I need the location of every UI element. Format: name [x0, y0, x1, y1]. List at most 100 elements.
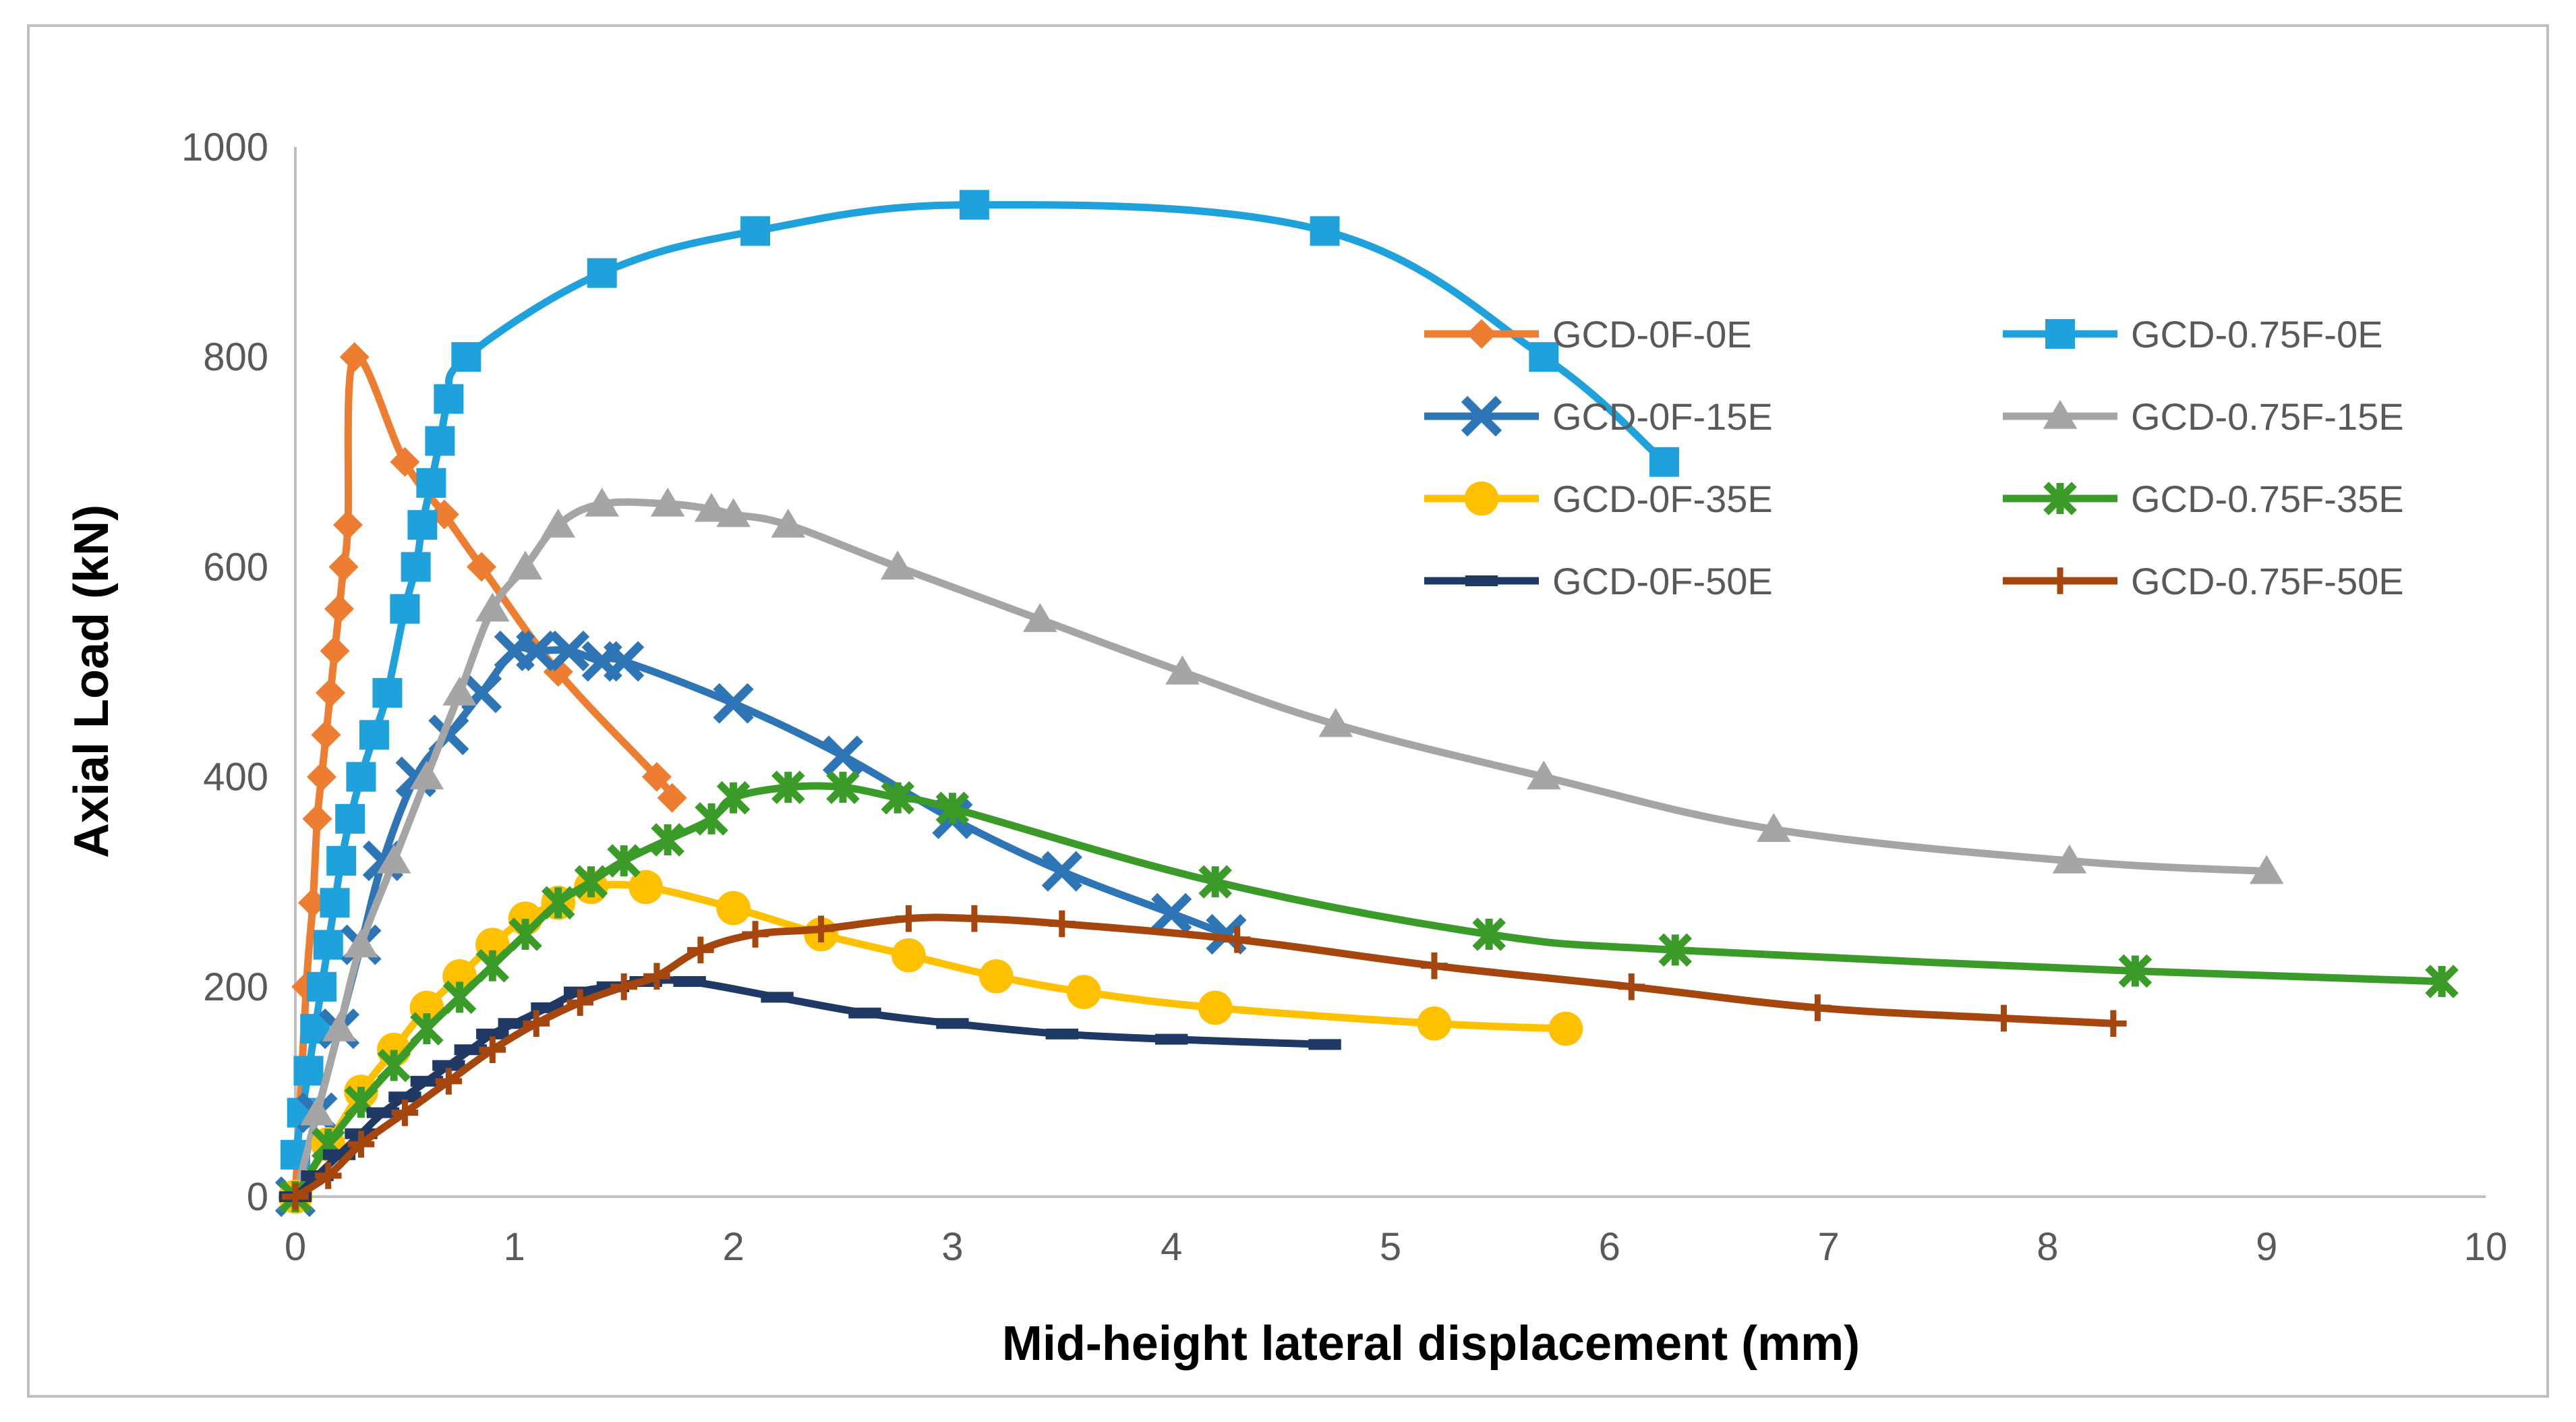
data-point — [2100, 1010, 2127, 1037]
data-point — [451, 342, 481, 372]
data-point — [390, 594, 420, 624]
data-point — [761, 992, 794, 1003]
data-point — [409, 760, 444, 790]
data-point — [1041, 851, 1082, 892]
legend-label: GCD-0.75F-15E — [2131, 395, 2404, 438]
y-tick-label: 0 — [247, 1175, 268, 1219]
data-point — [1757, 813, 1791, 843]
data-point — [523, 1010, 550, 1037]
axes: 0 200 400 600 800 1000 0 1 2 3 4 5 6 7 8 9 10 — [181, 125, 2507, 1269]
data-point — [372, 678, 403, 708]
y-tick-label: 200 — [203, 965, 268, 1009]
data-point — [432, 1060, 465, 1071]
legend-item: GCD-0F-0E — [1424, 313, 1752, 356]
data-point — [359, 720, 389, 750]
series-line — [293, 913, 2114, 1200]
data-point — [880, 550, 915, 580]
data-point — [1804, 994, 1832, 1021]
legend-item: GCD-0.75F-15E — [2003, 395, 2404, 438]
data-point — [442, 676, 477, 706]
data-point — [807, 915, 835, 943]
data-point — [1527, 760, 1561, 790]
data-point — [332, 510, 363, 540]
data-point — [1198, 990, 1233, 1025]
data-point — [628, 870, 663, 905]
legend-label: GCD-0F-15E — [1552, 395, 1773, 438]
legend-label: GCD-0.75F-50E — [2131, 560, 2404, 602]
data-point — [315, 678, 345, 708]
data-point — [339, 342, 370, 372]
data-point — [282, 1183, 309, 1210]
x-tick-label: 4 — [1161, 1225, 1182, 1269]
data-point — [425, 426, 455, 456]
data-point — [771, 770, 805, 804]
data-point — [959, 190, 989, 220]
data-point — [657, 783, 687, 813]
series-line — [291, 498, 2267, 1198]
data-point — [1548, 1011, 1583, 1046]
data-point — [442, 980, 477, 1015]
data-point — [548, 630, 590, 671]
data-point — [1151, 892, 1192, 934]
legend-label: GCD-0F-35E — [1552, 478, 1773, 520]
data-point — [2043, 482, 2077, 515]
series-GCD-0.75F-15E — [278, 487, 2284, 1210]
data-point — [320, 888, 350, 918]
y-tick-label: 1000 — [181, 125, 268, 169]
data-point — [979, 959, 1014, 994]
data-point — [1155, 1033, 1188, 1045]
data-point — [687, 936, 714, 964]
x-tick-label: 0 — [285, 1225, 306, 1269]
data-point — [643, 963, 670, 990]
data-point — [610, 973, 637, 1000]
data-point — [435, 1068, 463, 1095]
data-point — [1066, 975, 1101, 1009]
data-point — [716, 780, 751, 815]
data-point — [1045, 1028, 1078, 1040]
y-tick-label: 600 — [203, 545, 268, 589]
data-point — [407, 510, 438, 540]
data-point — [895, 905, 923, 932]
data-point — [516, 630, 557, 671]
data-point — [313, 930, 343, 960]
data-point — [1465, 575, 1498, 586]
legend-item: GCD-0F-35E — [1424, 478, 1773, 520]
data-point — [936, 1018, 969, 1029]
data-point — [2052, 844, 2087, 874]
legend-label: GCD-0F-0E — [1552, 313, 1752, 356]
data-point — [376, 844, 411, 874]
x-tick-label: 10 — [2464, 1225, 2508, 1269]
legend-item: GCD-0.75F-35E — [2003, 478, 2404, 520]
data-point — [1990, 1004, 2018, 1032]
data-point — [1658, 933, 1693, 967]
series-GCD-0F-0E — [281, 342, 687, 1212]
data-point — [694, 492, 729, 522]
plot-area — [274, 190, 2459, 1218]
data-point — [587, 258, 617, 288]
data-point — [306, 971, 336, 1002]
x-axis-title: Mid-height lateral displacement (mm) — [1002, 1317, 1860, 1371]
data-point — [1467, 319, 1496, 349]
data-point — [1421, 952, 1448, 979]
data-point — [344, 928, 378, 958]
data-point — [475, 948, 510, 983]
data-point — [434, 384, 464, 414]
data-point — [1310, 216, 1340, 246]
legend-item: GCD-0F-15E — [1424, 395, 1773, 438]
data-point — [713, 683, 754, 724]
series-GCD-0.75F-35E — [279, 770, 2459, 1214]
data-point — [347, 1131, 375, 1158]
legend-label: GCD-0.75F-35E — [2131, 478, 2404, 520]
legend: GCD-0F-0E GCD-0.75F-0E GCD-0F-15E GCD-0.75F… — [1424, 313, 2404, 602]
data-point — [2045, 319, 2075, 349]
data-point — [410, 1075, 444, 1087]
data-point — [1618, 973, 1645, 1000]
data-point — [476, 1028, 509, 1040]
data-point — [1049, 910, 1076, 938]
x-tick-label: 7 — [1817, 1225, 1839, 1269]
data-point — [771, 508, 806, 538]
x-tick-label: 6 — [1599, 1225, 1620, 1269]
data-point — [541, 886, 575, 920]
data-point — [1308, 1039, 1341, 1050]
data-point — [314, 1162, 342, 1189]
